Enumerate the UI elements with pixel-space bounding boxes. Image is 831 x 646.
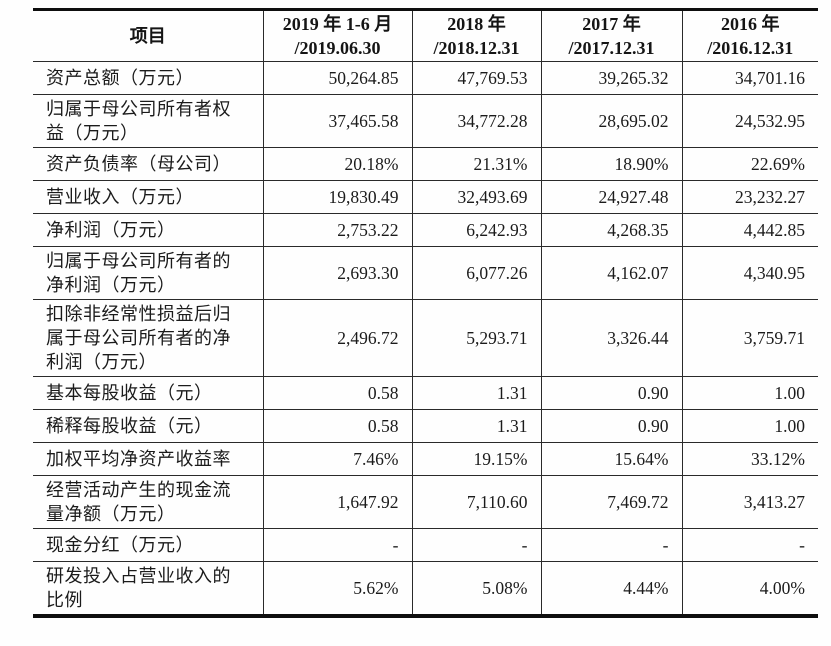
cell-value: 4,162.07 [540,246,682,300]
table-row-debt-ratio: 资产负债率（母公司） 20.18% 21.31% 18.90% 22.69% [33,147,818,181]
cell-value: 7,110.60 [411,475,541,529]
cell-value: 4,340.95 [681,246,818,300]
cell-value: - [681,528,818,562]
cell-value: - [540,528,682,562]
cell-value: 5.62% [262,561,412,616]
cell-value: 4.44% [540,561,682,616]
header-period-line2: /2019.06.30 [294,38,381,58]
row-label: 归属于母公司所有者的净利润（万元） [33,246,263,300]
cell-value: 28,695.02 [540,94,682,148]
table-row-revenue: 营业收入（万元） 19,830.49 32,493.69 24,927.48 2… [33,180,818,214]
cell-value: 34,701.16 [681,61,818,95]
cell-value: 33.12% [681,442,818,476]
cell-value: - [411,528,541,562]
cell-value: 39,265.32 [540,61,682,95]
table-row-diluted-eps: 稀释每股收益（元） 0.58 1.31 0.90 1.00 [33,409,818,443]
cell-value: 24,927.48 [540,180,682,214]
cell-value: 0.58 [262,376,412,410]
cell-value: 1.00 [681,409,818,443]
cell-value: 20.18% [262,147,412,181]
cell-value: 5.08% [411,561,541,616]
cell-value: 2,693.30 [262,246,412,300]
cell-value: 19.15% [411,442,541,476]
row-label: 基本每股收益（元） [33,376,263,410]
header-period-2019h1: 2019 年 1-6 月 /2019.06.30 [262,9,412,62]
cell-value: 6,077.26 [411,246,541,300]
table-row-rd-ratio: 研发投入占营业收入的比例 5.62% 5.08% 4.44% 4.00% [33,561,818,616]
header-period-line1: 2016 年 [721,14,780,34]
cell-value: 21.31% [411,147,541,181]
row-label: 扣除非经常性损益后归属于母公司所有者的净利润（万元） [33,299,263,377]
row-label: 净利润（万元） [33,213,263,247]
cell-value: 19,830.49 [262,180,412,214]
header-item-label: 项目 [33,9,263,62]
row-label: 稀释每股收益（元） [33,409,263,443]
cell-value: 7,469.72 [540,475,682,529]
header-period-2017: 2017 年 /2017.12.31 [540,9,682,62]
cell-value: 4.00% [681,561,818,616]
cell-value: 3,759.71 [681,299,818,377]
cell-value: - [262,528,412,562]
row-label: 归属于母公司所有者权益（万元） [33,94,263,148]
cell-value: 24,532.95 [681,94,818,148]
cell-value: 23,232.27 [681,180,818,214]
header-period-line2: /2018.12.31 [433,38,520,58]
cell-value: 18.90% [540,147,682,181]
cell-value: 1.31 [411,409,541,443]
table-row-net-profit: 净利润（万元） 2,753.22 6,242.93 4,268.35 4,442… [33,213,818,247]
header-row: 项目 2019 年 1-6 月 /2019.06.30 2018 年 /2018… [33,9,818,62]
table-row-basic-eps: 基本每股收益（元） 0.58 1.31 0.90 1.00 [33,376,818,410]
table-row-cash-dividend: 现金分红（万元） - - - - [33,528,818,562]
row-label: 营业收入（万元） [33,180,263,214]
cell-value: 3,413.27 [681,475,818,529]
header-period-line1: 2017 年 [582,14,641,34]
cell-value: 2,496.72 [262,299,412,377]
header-period-line2: /2016.12.31 [707,38,794,58]
cell-value: 50,264.85 [262,61,412,95]
cell-value: 37,465.58 [262,94,412,148]
cell-value: 4,442.85 [681,213,818,247]
cell-value: 4,268.35 [540,213,682,247]
cell-value: 1.00 [681,376,818,410]
table-row-operating-cash-flow: 经营活动产生的现金流量净额（万元） 1,647.92 7,110.60 7,46… [33,475,818,529]
table-row-parent-net-profit: 归属于母公司所有者的净利润（万元） 2,693.30 6,077.26 4,16… [33,246,818,300]
header-period-2016: 2016 年 /2016.12.31 [681,9,818,62]
cell-value: 32,493.69 [411,180,541,214]
cell-value: 2,753.22 [262,213,412,247]
cell-value: 0.58 [262,409,412,443]
header-period-line1: 2018 年 [447,14,506,34]
header-period-line2: /2017.12.31 [568,38,655,58]
row-label: 经营活动产生的现金流量净额（万元） [33,475,263,529]
cell-value: 0.90 [540,409,682,443]
table-row-deducted-net-profit: 扣除非经常性损益后归属于母公司所有者的净利润（万元） 2,496.72 5,29… [33,299,818,377]
financial-summary-table: 项目 2019 年 1-6 月 /2019.06.30 2018 年 /2018… [33,8,818,618]
row-label: 研发投入占营业收入的比例 [46,566,231,610]
cell-value: 47,769.53 [411,61,541,95]
table-row-parent-equity: 归属于母公司所有者权益（万元） 37,465.58 34,772.28 28,6… [33,94,818,148]
row-label: 现金分红（万元） [33,528,263,562]
cell-value: 5,293.71 [411,299,541,377]
table-row-total-assets: 资产总额（万元） 50,264.85 47,769.53 39,265.32 3… [33,61,818,95]
row-label: 资产负债率（母公司） [33,147,263,181]
cell-value: 22.69% [681,147,818,181]
header-period-2018: 2018 年 /2018.12.31 [411,9,541,62]
row-label: 资产总额（万元） [33,61,263,95]
cell-value: 6,242.93 [411,213,541,247]
table-row-weighted-roe: 加权平均净资产收益率 7.46% 19.15% 15.64% 33.12% [33,442,818,476]
header-period-line1: 2019 年 1-6 月 [282,14,393,34]
cell-value: 1,647.92 [262,475,412,529]
cell-value: 3,326.44 [540,299,682,377]
cell-value: 7.46% [262,442,412,476]
cell-value: 15.64% [540,442,682,476]
cell-value: 1.31 [411,376,541,410]
row-label: 加权平均净资产收益率 [33,442,263,476]
cell-value: 0.90 [540,376,682,410]
cell-value: 34,772.28 [411,94,541,148]
